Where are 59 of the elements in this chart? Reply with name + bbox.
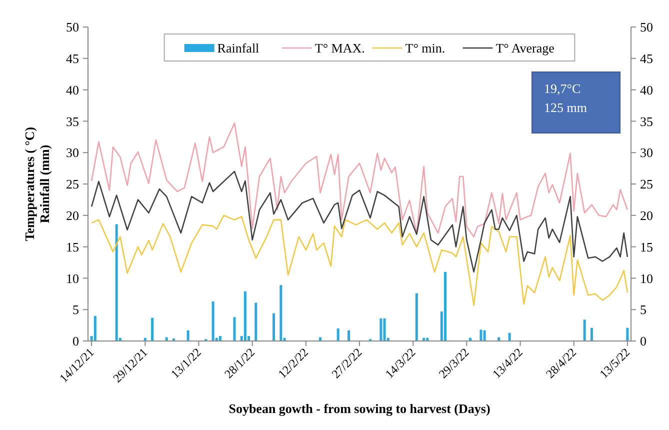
y-tick-label: 5 xyxy=(72,302,79,318)
bar xyxy=(165,337,168,341)
bar xyxy=(444,272,446,341)
legend-label: T° MAX. xyxy=(314,40,365,56)
bar xyxy=(583,320,586,341)
legend-label: T° min. xyxy=(405,40,446,56)
bar xyxy=(380,318,382,341)
y-tick-label: 0 xyxy=(72,334,79,349)
y-tick-label: 45 xyxy=(66,50,79,66)
bar xyxy=(415,293,418,341)
y-tick-label: 25 xyxy=(66,176,79,192)
bar xyxy=(244,291,246,341)
bar xyxy=(94,316,96,341)
bar xyxy=(272,313,276,341)
y2-tick-label: 5 xyxy=(640,302,646,318)
y2-tick-label: 50 xyxy=(640,20,653,35)
bar xyxy=(383,318,386,341)
annotation: 125 mm xyxy=(544,100,587,115)
bar xyxy=(233,317,236,341)
legend-label: T° Average xyxy=(496,40,555,56)
bar xyxy=(348,330,350,341)
y2-tick-label: 0 xyxy=(640,334,646,349)
line-series xyxy=(90,170,628,273)
y2-tick-label: 10 xyxy=(640,270,653,286)
bar xyxy=(590,328,593,341)
bar xyxy=(212,301,214,341)
bar xyxy=(483,330,486,341)
y-tick-label: 15 xyxy=(66,239,79,254)
bar xyxy=(254,302,258,341)
y-tick-label: 40 xyxy=(66,82,79,98)
line-series xyxy=(90,214,628,306)
x-axis-title: Soybean gowth - from sowing to harvest (Days) xyxy=(228,401,490,416)
y2-tick-label: 15 xyxy=(640,239,653,254)
annotation: 19,7°C xyxy=(544,81,581,96)
bar xyxy=(508,332,511,341)
line-series xyxy=(90,122,628,238)
bar xyxy=(280,285,282,341)
y-tick-label: 30 xyxy=(66,145,79,160)
bar xyxy=(336,328,340,341)
bar xyxy=(498,337,500,341)
bar xyxy=(186,330,190,341)
y2-tick-label: 30 xyxy=(640,145,653,160)
y-tick-label: 10 xyxy=(66,270,79,286)
bar xyxy=(218,336,222,341)
y2-tick-label: 45 xyxy=(640,50,653,66)
bar xyxy=(151,318,154,341)
bar xyxy=(318,337,322,341)
y-tick-label: 35 xyxy=(66,114,79,129)
y-tick-label: 50 xyxy=(66,20,79,35)
bar xyxy=(480,330,482,341)
y-axis-title: Tempperatures ( °C) Rainfall (mm) xyxy=(22,126,52,242)
y2-tick-label: 20 xyxy=(640,208,653,223)
legend-label: Rainfall xyxy=(217,40,260,56)
bar xyxy=(626,328,629,341)
y2-tick-label: 40 xyxy=(640,82,653,98)
y2-tick-label: 35 xyxy=(640,114,653,129)
bar xyxy=(115,224,118,341)
y-tick-label: 20 xyxy=(66,208,79,223)
y2-tick-label: 25 xyxy=(640,176,653,192)
